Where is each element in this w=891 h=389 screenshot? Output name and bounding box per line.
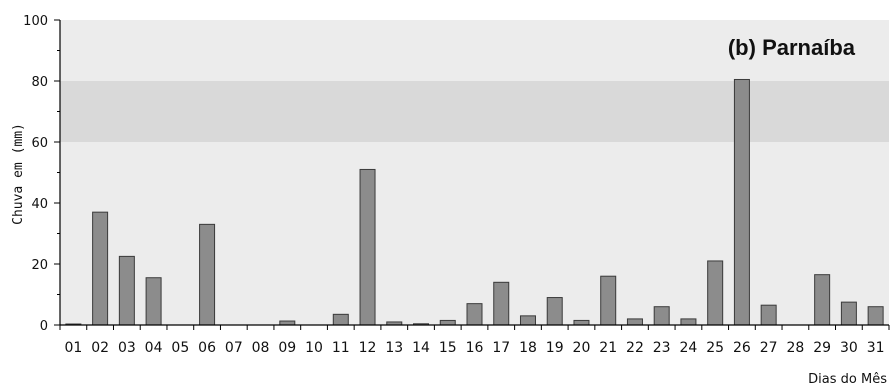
bar-day-04 — [145, 277, 162, 326]
x-tick-label: 18 — [519, 340, 537, 356]
x-tick-label: 04 — [145, 340, 163, 356]
x-tick-label: 13 — [385, 340, 403, 356]
x-tick-label: 25 — [706, 340, 724, 356]
bar-day-24 — [680, 318, 697, 326]
x-tick-label: 22 — [626, 340, 644, 356]
bar-day-16 — [466, 303, 483, 326]
background-band — [60, 203, 889, 264]
y-tick-label: 60 — [31, 136, 48, 151]
x-tick-label: 24 — [680, 340, 698, 356]
x-tick-label: 05 — [171, 340, 189, 356]
x-tick-labels: 01 02 03 04 05 06 07 08 09 10 11 12 13 14 15 16 17 18 19 20… — [64, 340, 884, 356]
x-tick-label: 31 — [867, 340, 885, 356]
y-tick-labels: 0 20 40 60 80 100 — [23, 14, 48, 334]
bar-day-25 — [707, 260, 724, 326]
bar-day-22 — [626, 318, 643, 326]
bar-day-19 — [546, 297, 563, 326]
background-band — [60, 20, 889, 81]
bars-group — [65, 78, 884, 326]
x-tick-label: 09 — [278, 340, 296, 356]
x-tick-label: 11 — [332, 340, 350, 356]
bar-day-26 — [733, 78, 750, 326]
bar-day-20 — [573, 319, 590, 326]
y-tick-label: 80 — [31, 75, 48, 90]
background-band — [60, 81, 889, 142]
x-tick-label: 02 — [91, 340, 109, 356]
x-tick-label: 17 — [492, 340, 510, 356]
x-tick-label: 20 — [573, 340, 591, 356]
bar-day-18 — [519, 315, 536, 326]
x-tick-label: 29 — [813, 340, 831, 356]
x-tick-label: 07 — [225, 340, 243, 356]
y-tick-label: 40 — [31, 197, 48, 212]
bar-day-27 — [760, 304, 777, 326]
x-tick-label: 14 — [412, 340, 430, 356]
x-tick-label: 27 — [760, 340, 778, 356]
x-tick-label: 16 — [466, 340, 484, 356]
bar-day-21 — [600, 275, 617, 326]
y-tick-label: 0 — [40, 319, 48, 334]
chart-title: (b) Parnaíba — [728, 35, 856, 60]
bar-day-30 — [840, 301, 857, 326]
bar-day-31 — [867, 306, 884, 326]
y-tick-label: 100 — [23, 14, 48, 29]
x-tick-label: 10 — [305, 340, 323, 356]
bar-day-03 — [118, 255, 135, 326]
bar-day-17 — [493, 281, 510, 326]
x-tick-label: 08 — [252, 340, 270, 356]
background-bands — [60, 20, 889, 325]
y-axis-label: Chuva em (mm) — [11, 123, 26, 225]
x-tick-label: 21 — [599, 340, 617, 356]
bar-day-06 — [199, 223, 216, 326]
x-tick-label: 19 — [546, 340, 564, 356]
bar-day-29 — [814, 274, 831, 326]
bar-day-23 — [653, 306, 670, 326]
bar-day-11 — [332, 313, 349, 326]
x-tick-label: 23 — [653, 340, 671, 356]
x-tick-label: 28 — [786, 340, 804, 356]
bar-day-02 — [92, 211, 109, 326]
x-tick-label: 01 — [64, 340, 82, 356]
x-tick-label: 15 — [439, 340, 457, 356]
bar-day-15 — [439, 319, 456, 326]
x-tick-label: 30 — [840, 340, 858, 356]
x-tick-label: 12 — [359, 340, 377, 356]
x-tick-label: 03 — [118, 340, 136, 356]
y-tick-label: 20 — [31, 258, 48, 273]
x-axis-label: Dias do Mês — [808, 372, 887, 387]
background-band — [60, 142, 889, 203]
x-tick-label: 06 — [198, 340, 216, 356]
x-tick-label: 26 — [733, 340, 751, 356]
bar-day-12 — [359, 168, 376, 326]
axes-group — [54, 19, 890, 330]
